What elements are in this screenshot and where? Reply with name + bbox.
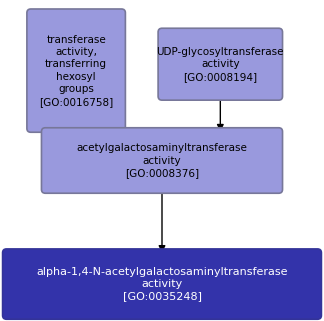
Text: acetylgalactosaminyltransferase
activity
[GO:0008376]: acetylgalactosaminyltransferase activity…: [76, 143, 248, 178]
FancyBboxPatch shape: [3, 249, 321, 319]
FancyBboxPatch shape: [158, 28, 283, 100]
FancyBboxPatch shape: [27, 9, 125, 132]
Text: transferase
activity,
transferring
hexosyl
groups
[GO:0016758]: transferase activity, transferring hexos…: [39, 35, 113, 107]
Text: UDP-glycosyltransferase
activity
[GO:0008194]: UDP-glycosyltransferase activity [GO:000…: [156, 47, 284, 82]
Text: alpha-1,4-N-acetylgalactosaminyltransferase
activity
[GO:0035248]: alpha-1,4-N-acetylgalactosaminyltransfer…: [36, 267, 288, 301]
FancyBboxPatch shape: [41, 128, 283, 193]
